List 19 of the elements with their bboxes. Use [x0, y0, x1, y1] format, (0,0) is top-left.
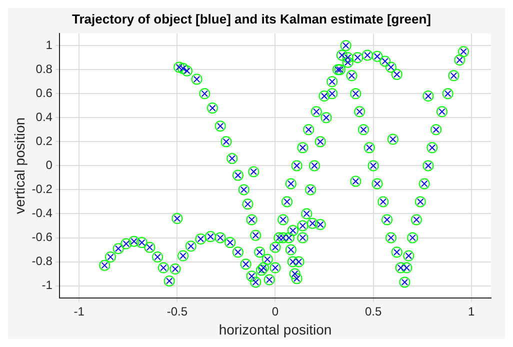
- y-tick-label: 0: [46, 158, 53, 172]
- y-tick-label: 0.4: [36, 110, 53, 124]
- x-tick-label: 0.5: [364, 304, 382, 318]
- y-tick-label: 0.2: [36, 134, 53, 148]
- y-tick-label: -0.2: [32, 182, 53, 196]
- y-tick-label: 0.6: [36, 86, 53, 100]
- x-axis-title: horizontal position: [218, 321, 332, 338]
- y-tick-label: 1: [46, 38, 53, 52]
- chart-title: Trajectory of object [blue] and its Kalman estimate [green]: [72, 11, 432, 26]
- x-tick-label: -0.5: [166, 304, 188, 318]
- y-tick-label: -0.8: [32, 254, 53, 268]
- y-tick-label: -0.6: [32, 230, 53, 244]
- x-tick-label: -1: [74, 304, 85, 318]
- x-tick-label: 0: [272, 304, 279, 318]
- x-tick-label: 1: [468, 304, 476, 318]
- y-tick-label: -0.4: [32, 206, 53, 220]
- y-axis-title: vertical position: [11, 117, 28, 214]
- y-tick-label: -1: [42, 278, 53, 292]
- y-tick-label: 0.8: [36, 62, 53, 76]
